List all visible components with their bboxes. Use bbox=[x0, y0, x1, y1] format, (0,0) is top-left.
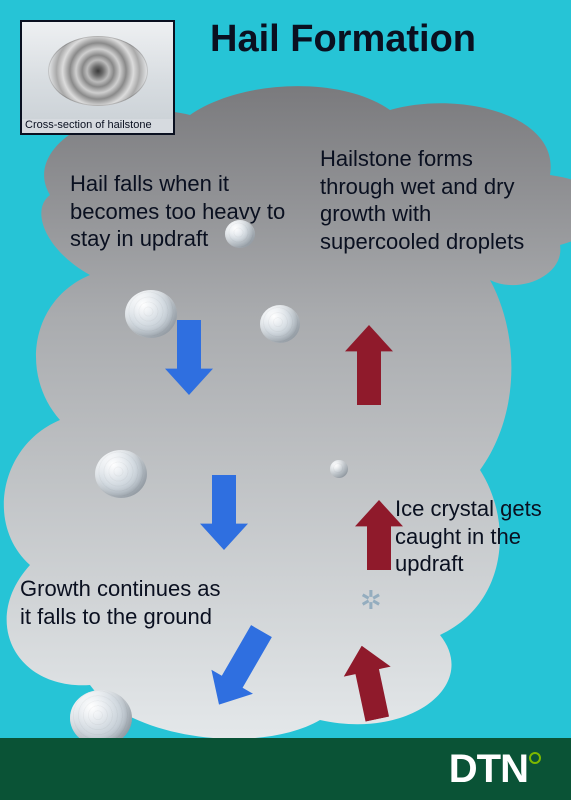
inset-caption: Cross-section of hailstone bbox=[22, 119, 173, 133]
hailstone-icon bbox=[225, 220, 255, 248]
text-ice-updraft: Ice crystal gets caught in the updraft bbox=[395, 495, 555, 578]
dtn-logo: DTN bbox=[449, 747, 541, 792]
footer-bar: DTN bbox=[0, 738, 571, 800]
arrow-down-icon bbox=[200, 475, 248, 555]
text-hail-falls: Hail falls when it becomes too heavy to … bbox=[70, 170, 290, 253]
hailstone-icon bbox=[125, 290, 177, 338]
text-hailstone-forms: Hailstone forms through wet and dry grow… bbox=[320, 145, 550, 255]
arrow-up-icon bbox=[345, 320, 393, 405]
infographic-canvas: Cross-section of hailstone Hail Formatio… bbox=[0, 0, 571, 800]
dtn-logo-ring-icon bbox=[529, 752, 541, 764]
snowflake-icon: ✲ bbox=[360, 585, 382, 616]
inset-hailstone-cross-section: Cross-section of hailstone bbox=[20, 20, 175, 135]
dtn-logo-text: DTN bbox=[449, 747, 528, 792]
text-growth-continues: Growth continues as it falls to the grou… bbox=[20, 575, 230, 630]
arrow-up-icon bbox=[355, 495, 403, 570]
hailstone-icon bbox=[260, 305, 300, 343]
arrow-down-icon bbox=[165, 320, 213, 400]
inset-image bbox=[22, 22, 173, 119]
hailstone-icon bbox=[330, 460, 348, 478]
hailstone-cross-section-graphic bbox=[48, 36, 148, 106]
page-title: Hail Formation bbox=[210, 18, 476, 61]
hailstone-icon bbox=[95, 450, 147, 498]
